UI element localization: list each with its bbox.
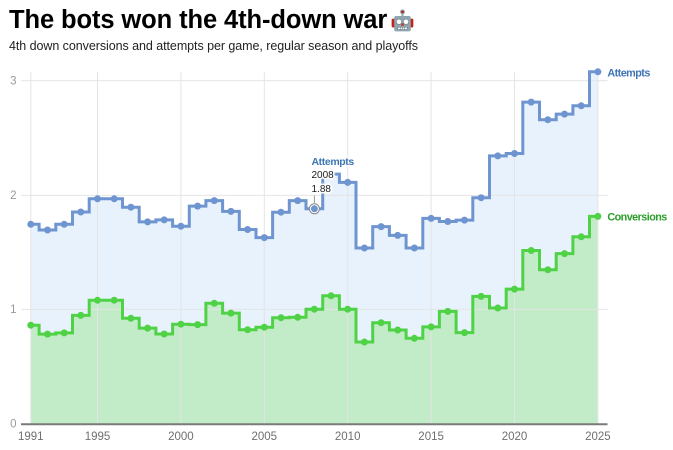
svg-text:Attempts: Attempts bbox=[607, 67, 650, 79]
svg-text:2010: 2010 bbox=[335, 431, 361, 443]
svg-text:1: 1 bbox=[10, 304, 16, 316]
svg-text:0: 0 bbox=[10, 418, 16, 430]
svg-text:2000: 2000 bbox=[168, 431, 194, 443]
svg-text:2020: 2020 bbox=[502, 431, 528, 443]
svg-text:2025: 2025 bbox=[585, 431, 611, 443]
svg-text:2005: 2005 bbox=[252, 431, 278, 443]
svg-text:2015: 2015 bbox=[418, 431, 444, 443]
svg-text:2: 2 bbox=[10, 190, 16, 202]
svg-text:3: 3 bbox=[10, 76, 16, 88]
svg-text:Conversions: Conversions bbox=[607, 212, 667, 224]
svg-text:1995: 1995 bbox=[85, 431, 111, 443]
svg-text:1991: 1991 bbox=[18, 431, 44, 443]
